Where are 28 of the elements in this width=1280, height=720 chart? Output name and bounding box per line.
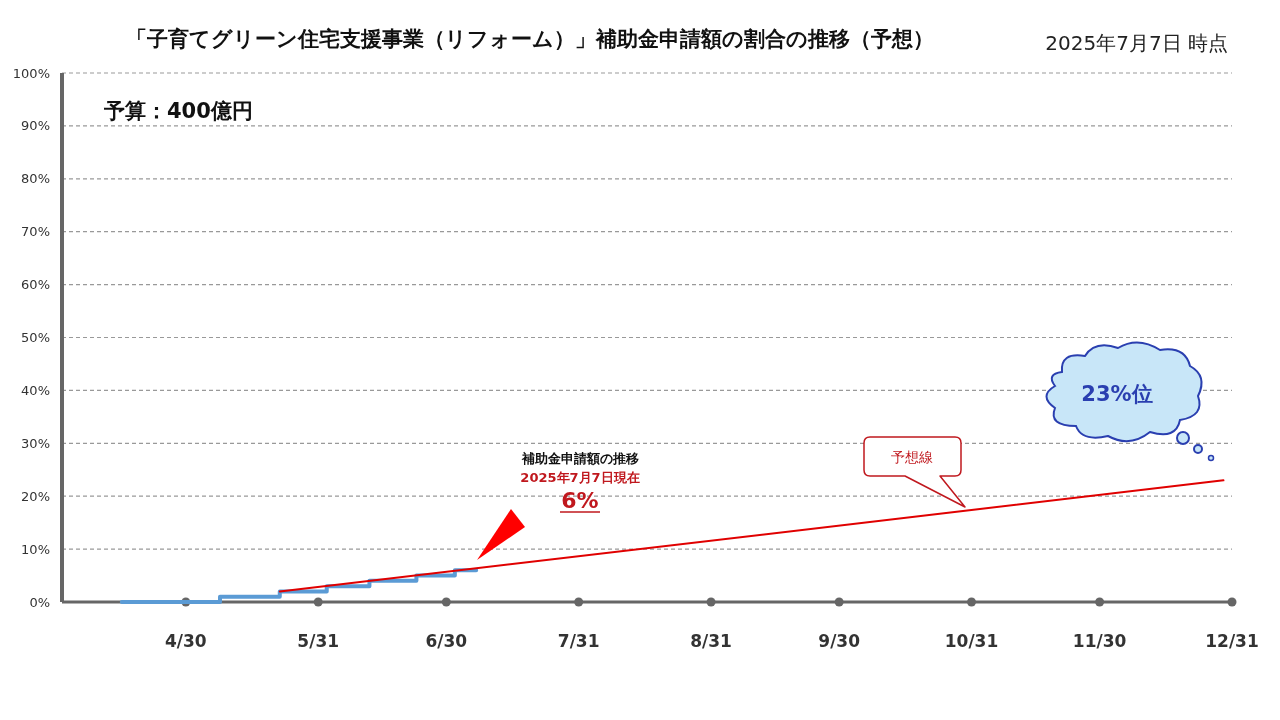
chart-title: 「子育てグリーン住宅支援事業（リフォーム）」補助金申請額の割合の推移（予想）: [126, 27, 934, 51]
annotation: 23%位: [1081, 382, 1153, 406]
x-tick-label: 6/30: [425, 631, 468, 651]
x-tick-label: 12/31: [1205, 631, 1259, 651]
y-tick-label: 50%: [21, 330, 50, 346]
chart-subtitle: 2025年7月7日 時点: [1045, 31, 1228, 55]
y-tick-label: 100%: [12, 65, 50, 81]
annotation: 予想線: [891, 449, 933, 465]
y-tick-label: 40%: [21, 382, 50, 398]
annotation: 補助金申請額の推移: [520, 451, 639, 466]
y-tick-label: 20%: [21, 488, 50, 504]
x-tick-label: 4/30: [164, 631, 207, 651]
y-tick-label: 0%: [29, 594, 50, 610]
annotation: 6%: [561, 488, 599, 513]
y-tick-label: 70%: [21, 224, 50, 240]
y-tick-label: 60%: [21, 277, 50, 293]
annotation: 予算：400億円: [103, 99, 253, 123]
x-tick-label: 10/31: [944, 631, 999, 651]
x-tick-label: 9/30: [818, 631, 861, 651]
x-tick-label: 5/31: [297, 631, 340, 651]
x-tick-label: 11/30: [1072, 631, 1127, 651]
y-tick-label: 80%: [21, 171, 50, 187]
x-tick-label: 7/31: [557, 631, 600, 651]
y-tick-label: 90%: [21, 118, 50, 134]
x-tick-label: 8/31: [690, 631, 732, 651]
annotation: 2025年7月7日現在: [520, 470, 640, 485]
y-tick-label: 30%: [21, 435, 50, 451]
y-tick-label: 10%: [21, 541, 50, 557]
